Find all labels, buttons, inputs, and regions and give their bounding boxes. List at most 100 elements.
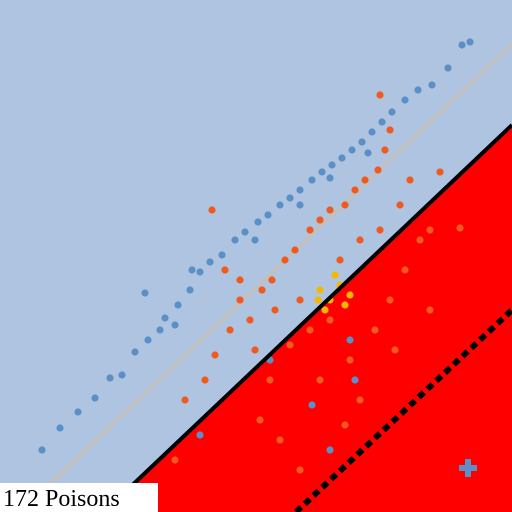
point — [118, 371, 126, 379]
point — [268, 276, 276, 284]
point — [296, 186, 304, 194]
point — [381, 146, 389, 154]
point — [231, 236, 239, 244]
point — [201, 376, 209, 384]
point — [314, 296, 322, 304]
point — [308, 401, 316, 409]
point — [236, 296, 244, 304]
point — [296, 466, 304, 474]
point — [144, 336, 152, 344]
point — [226, 326, 234, 334]
point — [316, 376, 324, 384]
point — [236, 276, 244, 284]
point — [316, 216, 324, 224]
point — [308, 176, 316, 184]
point — [296, 296, 304, 304]
point — [161, 314, 169, 322]
point — [264, 211, 272, 219]
point — [378, 118, 386, 126]
point — [306, 326, 314, 334]
point — [346, 336, 354, 344]
point — [208, 206, 216, 214]
point — [266, 376, 274, 384]
point — [106, 374, 114, 382]
point — [141, 289, 149, 297]
point — [326, 316, 334, 324]
point — [286, 194, 294, 202]
point — [346, 356, 354, 364]
point — [396, 201, 404, 209]
point — [171, 321, 179, 329]
point — [258, 286, 266, 294]
point — [331, 271, 339, 279]
point — [218, 251, 226, 259]
point — [426, 306, 434, 314]
point — [341, 201, 349, 209]
point — [286, 341, 294, 349]
point — [131, 348, 139, 356]
point — [374, 166, 382, 174]
point — [336, 256, 344, 264]
point — [444, 64, 452, 72]
point — [281, 256, 289, 264]
point — [401, 266, 409, 274]
point — [196, 268, 204, 276]
point — [276, 201, 284, 209]
point — [91, 394, 99, 402]
poisoned-boundary — [102, 123, 512, 512]
point — [196, 431, 204, 439]
point — [251, 346, 259, 354]
point — [386, 296, 394, 304]
point — [306, 226, 314, 234]
point — [156, 326, 164, 334]
point — [251, 236, 259, 244]
point — [186, 286, 194, 294]
point — [74, 408, 82, 416]
point — [458, 41, 466, 49]
point — [416, 236, 424, 244]
point — [358, 138, 366, 146]
point — [291, 246, 299, 254]
point — [436, 168, 444, 176]
point — [296, 201, 304, 209]
point — [321, 306, 329, 314]
point — [221, 266, 229, 274]
point — [181, 396, 189, 404]
target-point — [459, 459, 477, 477]
point — [341, 421, 349, 429]
point — [414, 86, 422, 94]
point — [388, 108, 396, 116]
point — [371, 326, 379, 334]
point — [466, 38, 474, 46]
point — [326, 206, 334, 214]
point — [401, 96, 409, 104]
point — [361, 176, 369, 184]
point — [346, 291, 354, 299]
point — [376, 91, 384, 99]
point — [276, 436, 284, 444]
point — [326, 446, 334, 454]
point — [368, 128, 376, 136]
point — [171, 456, 179, 464]
point — [188, 266, 196, 274]
point — [428, 81, 436, 89]
point — [406, 176, 414, 184]
point — [341, 301, 349, 309]
point — [246, 316, 254, 324]
point — [364, 149, 372, 157]
point — [356, 396, 364, 404]
point — [376, 226, 384, 234]
point — [206, 258, 214, 266]
point — [316, 286, 324, 294]
point — [211, 351, 219, 359]
point — [174, 301, 182, 309]
point — [326, 174, 334, 182]
point — [338, 154, 346, 162]
label-box — [0, 483, 158, 512]
point — [426, 226, 434, 234]
point — [241, 228, 249, 236]
point — [256, 416, 264, 424]
clean-boundary — [48, 42, 512, 486]
point — [328, 161, 336, 169]
